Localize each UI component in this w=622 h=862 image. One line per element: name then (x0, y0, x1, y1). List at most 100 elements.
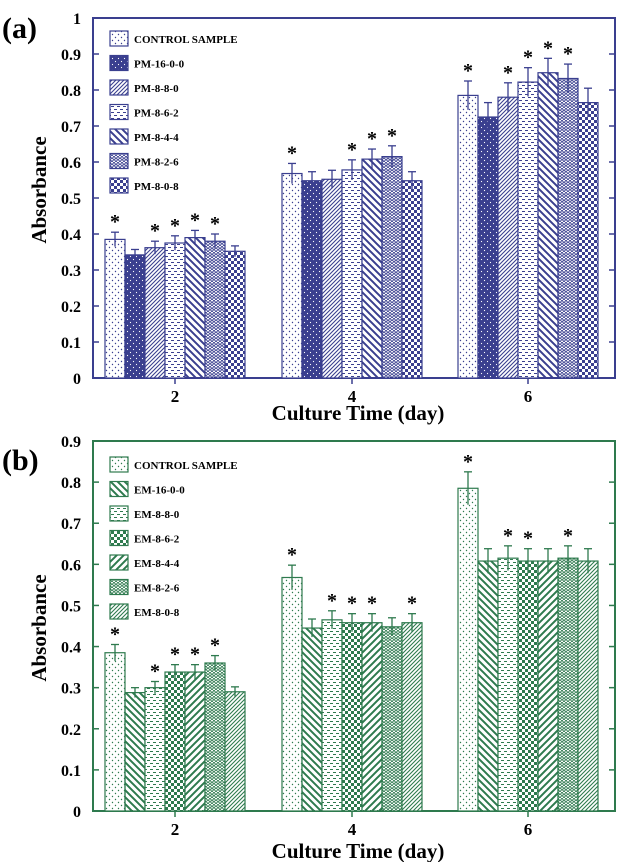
legend-entry: EM-8-8-0 (134, 509, 180, 521)
bar (537, 72, 559, 379)
bar (321, 619, 343, 812)
y-tick-label: 0.1 (61, 763, 81, 780)
y-axis-label-a: Absorbance (27, 136, 51, 243)
significance-star: * (543, 37, 553, 59)
x-axis-a: 2 4 6 (171, 378, 533, 406)
bar (144, 247, 166, 379)
panel-label-b: (b) (2, 444, 39, 477)
bar (281, 172, 303, 379)
legend-swatch (109, 30, 129, 47)
legend-entry: EM-16-0-0 (134, 485, 185, 497)
x-tick-label: 6 (524, 820, 533, 839)
legend-swatch (109, 177, 129, 194)
bar (281, 576, 303, 812)
significance-star: * (563, 43, 573, 65)
y-tick-label: 0 (73, 804, 81, 821)
y-tick-label: 0.5 (61, 191, 81, 208)
bar (557, 557, 579, 812)
significance-star: * (170, 644, 180, 666)
significance-star: * (190, 209, 200, 231)
legend-swatch (109, 505, 129, 522)
chart-panel-a: (a) Absorbance Culture Time (day) 0 0.1 0.… (2, 11, 616, 425)
legend-swatch (109, 128, 129, 145)
bar (361, 622, 383, 812)
x-tick-label: 4 (348, 387, 357, 406)
bar (557, 77, 579, 379)
x-tick-label: 2 (171, 387, 180, 406)
y-tick-label: 0.3 (61, 681, 81, 698)
y-tick-label: 0 (73, 371, 81, 388)
y-tick-label: 0.3 (61, 263, 81, 280)
significance-star: * (503, 525, 513, 547)
bar (301, 627, 323, 812)
bar (401, 180, 423, 379)
legend-swatch (109, 152, 129, 170)
legend-entry: PM-8-4-4 (134, 132, 179, 144)
bar (477, 116, 499, 379)
significance-star: * (367, 128, 377, 150)
significance-star: * (210, 213, 220, 235)
significance-star: * (347, 139, 357, 161)
x-axis-label-b: Culture Time (day) (272, 839, 445, 862)
x-tick-label: 2 (171, 820, 180, 839)
legend-entry: EM-8-6-2 (134, 534, 180, 546)
legend-a: CONTROL SAMPLE PM-16-0-0 PM-8-8-0 PM-8-6-2 P… (109, 30, 238, 194)
chart-panel-b: (b) Absorbance Culture Time (day) 0 0.1 0.… (2, 434, 616, 862)
significance-star: * (563, 525, 573, 547)
y-tick-label: 0.5 (61, 598, 81, 615)
significance-star: * (110, 624, 120, 646)
significance-star: * (523, 528, 533, 550)
legend-swatch (109, 603, 129, 620)
x-tick-label: 4 (348, 820, 357, 839)
legend-entry: PM-8-2-6 (134, 157, 179, 169)
y-tick-label: 0.2 (61, 299, 81, 316)
significance-star: * (503, 62, 513, 84)
y-tick-label: 0.4 (61, 227, 81, 244)
significance-star: * (387, 125, 397, 147)
y-tick-label: 0.7 (61, 119, 81, 136)
bar (381, 626, 403, 812)
bars-a: * * * * * * * * * * * * * * (104, 37, 599, 379)
legend-swatch (109, 103, 129, 121)
legend-entry: PM-8-0-8 (134, 181, 179, 193)
legend-swatch (109, 54, 129, 72)
significance-star: * (407, 593, 417, 615)
bar (184, 671, 206, 812)
bar (164, 671, 186, 812)
bar (517, 81, 539, 379)
legend-entry: PM-16-0-0 (134, 59, 185, 71)
bar (124, 254, 146, 379)
bar (204, 240, 226, 379)
bar (321, 178, 343, 379)
bar (144, 687, 166, 812)
legend-entry: PM-8-6-2 (134, 108, 179, 120)
legend-b: CONTROL SAMPLE EM-16-0-0 EM-8-8-0 EM-8-6-2 E… (109, 456, 238, 620)
bar (104, 238, 126, 379)
legend-swatch (109, 529, 129, 547)
panel-label-a: (a) (2, 12, 37, 45)
significance-star: * (287, 142, 297, 164)
legend-swatch (109, 578, 129, 596)
bar (537, 560, 559, 812)
x-tick-label: 6 (524, 387, 533, 406)
y-tick-label: 0.4 (61, 640, 81, 657)
legend-entry: PM-8-8-0 (134, 83, 179, 95)
y-tick-label: 0.6 (61, 557, 81, 574)
bar (497, 557, 519, 812)
bar (104, 652, 126, 812)
y-tick-label: 0.8 (61, 475, 81, 492)
legend-swatch (109, 554, 129, 571)
legend-entry: EM-8-4-4 (134, 558, 180, 570)
significance-star: * (523, 47, 533, 69)
legend-entry: EM-8-0-8 (134, 607, 180, 619)
bar (204, 662, 226, 812)
bar (401, 622, 423, 812)
y-tick-label: 0.9 (61, 47, 81, 64)
bar (497, 96, 519, 379)
bar (361, 158, 383, 379)
bar (477, 560, 499, 812)
y-tick-label: 1 (73, 11, 81, 28)
bar (381, 156, 403, 379)
legend-swatch (109, 456, 129, 473)
